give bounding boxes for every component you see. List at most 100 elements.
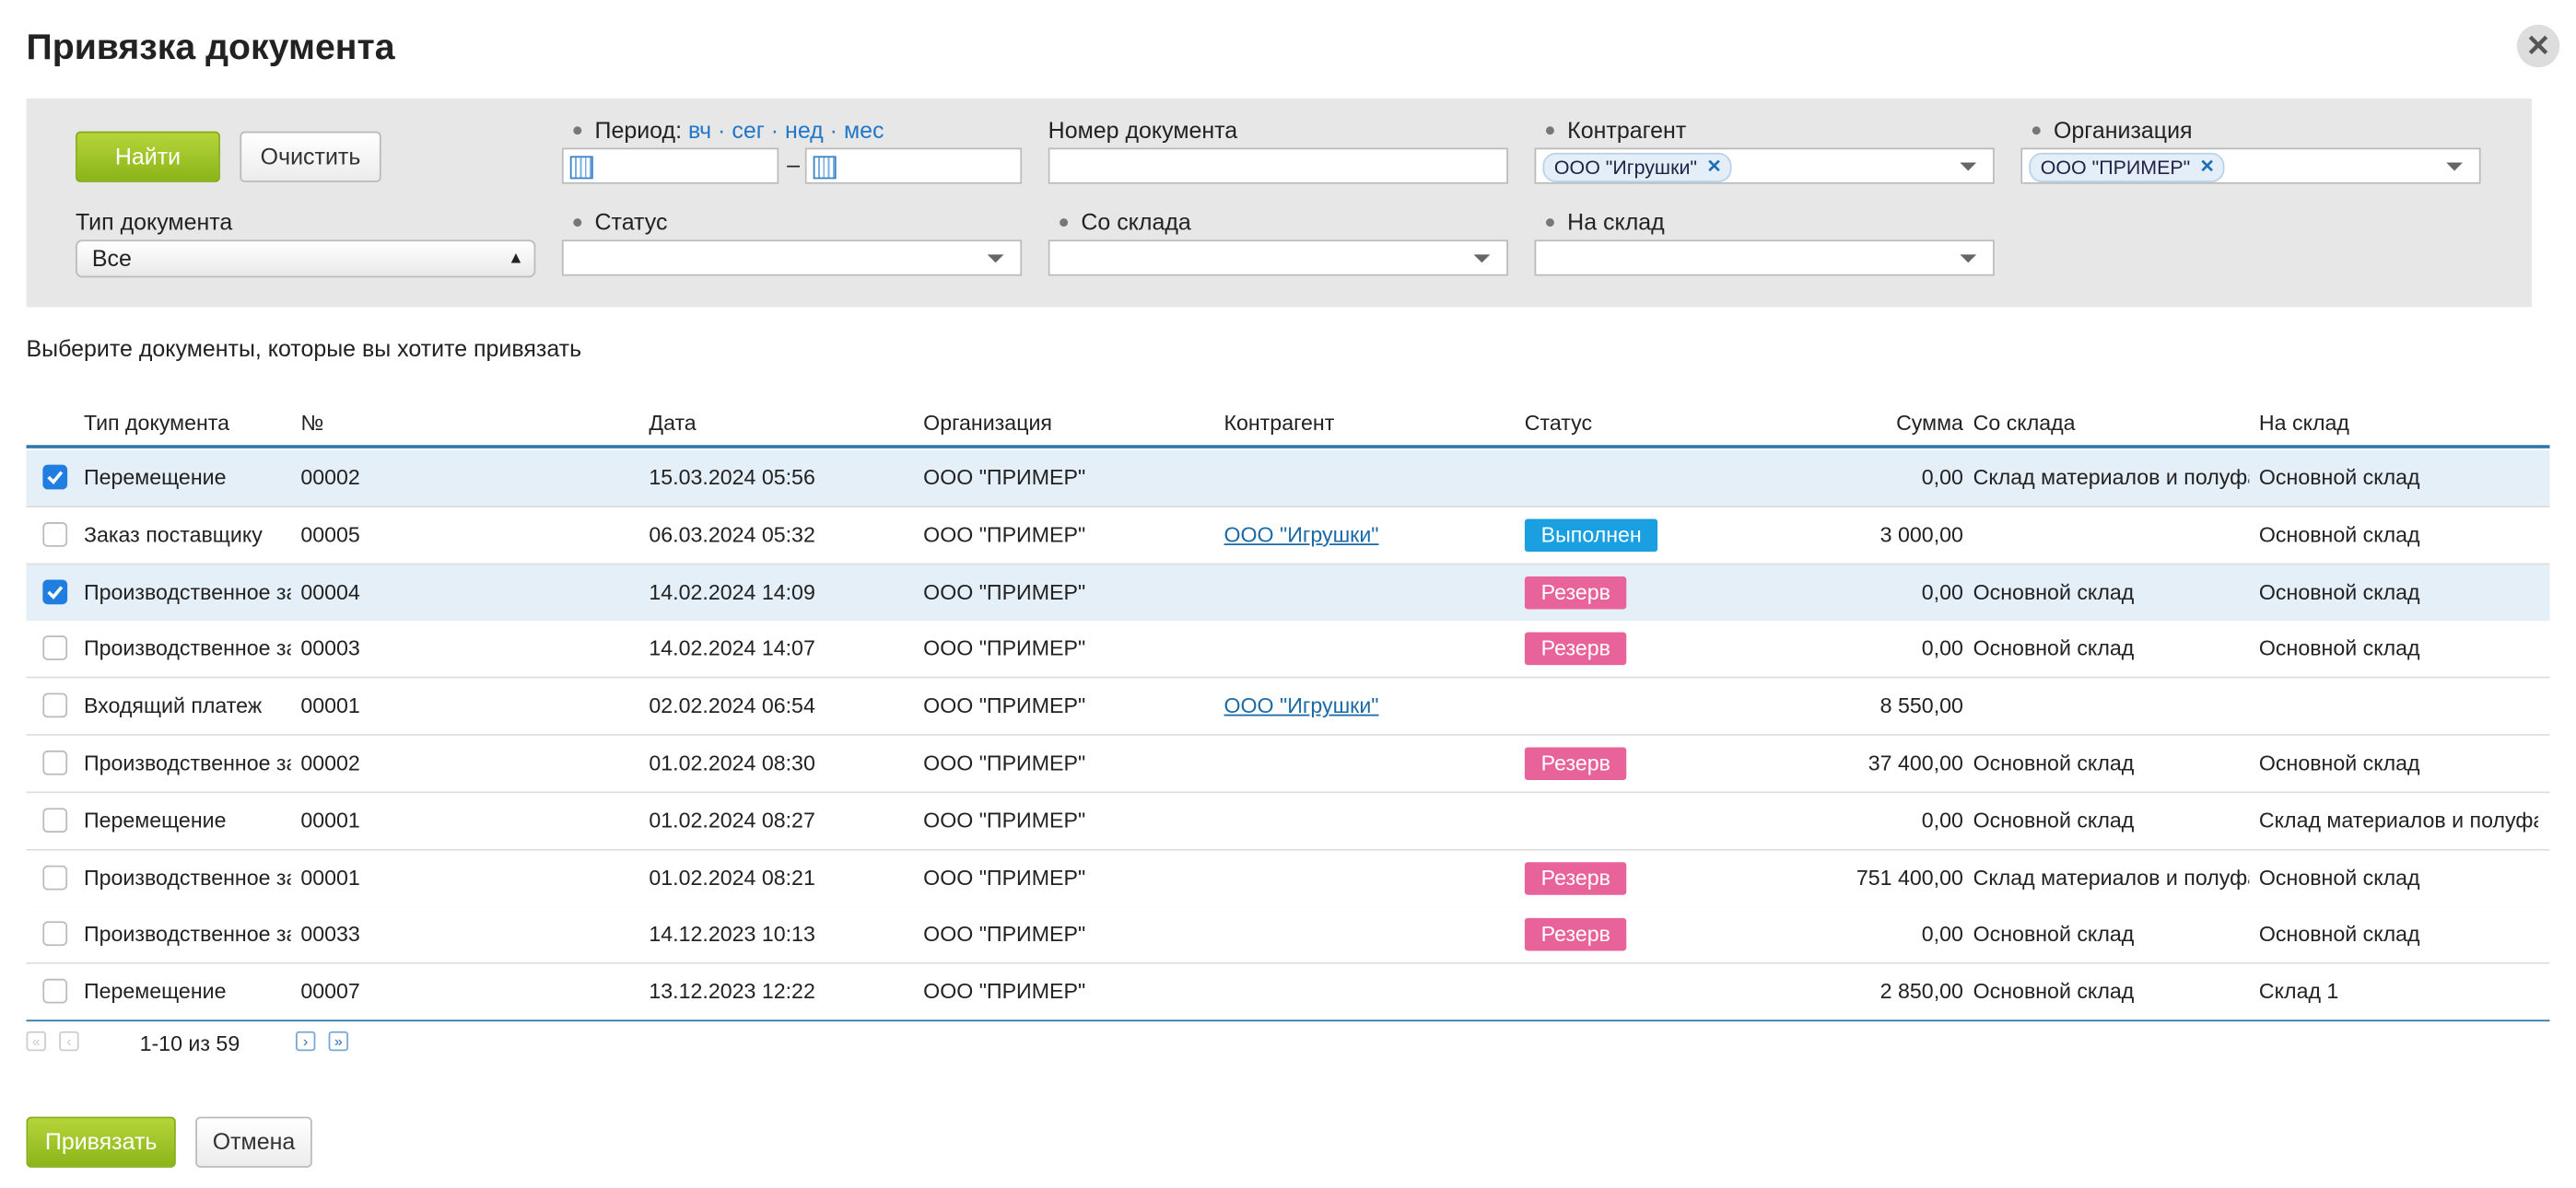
table-cell: Основной склад: [1973, 979, 2135, 1004]
doc-number-input[interactable]: [1048, 147, 1508, 184]
table-row: [26, 792, 2550, 851]
period-link[interactable]: сег: [711, 117, 765, 144]
status-badge: Резерв: [1524, 633, 1627, 666]
period-link[interactable]: мес: [824, 117, 884, 144]
organization-label: Организация: [2054, 116, 2193, 144]
column-header: Сумма: [1896, 410, 1963, 436]
status-cell: Резерв: [1524, 861, 1627, 895]
bind-button[interactable]: Привязать: [26, 1116, 176, 1168]
table-cell: ООО "ПРИМЕР": [923, 635, 1086, 661]
table-cell: 2 850,00: [1879, 979, 1963, 1004]
table-cell: ООО "ПРИМЕР": [923, 693, 1086, 718]
status-label: Статус: [594, 208, 668, 235]
doc-type-label: Тип документа: [76, 208, 233, 235]
status-badge: Резерв: [1524, 747, 1627, 781]
status-badge: Резерв: [1524, 861, 1627, 895]
table-cell: Заказ поставщику: [83, 521, 263, 547]
period-link[interactable]: вч: [687, 116, 712, 144]
table-cell: 00001: [300, 693, 360, 718]
table-cell: 8 550,00: [1879, 693, 1963, 718]
column-header: На склад: [2258, 410, 2349, 436]
table-cell: 00005: [300, 521, 360, 547]
from-warehouse-select[interactable]: [1048, 239, 1508, 276]
row-checkbox[interactable]: [42, 865, 68, 890]
table-cell: 0,00: [1921, 464, 1963, 490]
to-warehouse-label: На склад: [1567, 208, 1665, 235]
table-row: [26, 964, 2550, 1022]
date-from[interactable]: [561, 147, 779, 184]
row-checkbox[interactable]: [42, 979, 68, 1004]
next-page[interactable]: ›: [295, 1031, 316, 1052]
close-button[interactable]: ✕: [2516, 24, 2560, 68]
table-cell: Перемещение: [83, 464, 227, 490]
table-cell: 01.02.2024 08:21: [649, 865, 815, 890]
table-cell: Склад материалов и полуфабрикатов: [1973, 865, 2250, 890]
period-links: вчсегнедмес: [688, 117, 884, 144]
counterparty-link[interactable]: ООО "Игрушки": [1224, 693, 1379, 718]
row-checkbox[interactable]: [42, 578, 68, 604]
table-row: [26, 907, 2550, 965]
table-row: [26, 564, 2550, 623]
table-cell: Производственное задание: [83, 750, 291, 775]
table-row: [26, 507, 2550, 565]
table-cell: ООО "ПРИМЕР": [923, 979, 1086, 1004]
table-cell: 02.02.2024 06:54: [649, 693, 815, 718]
counterparty-select[interactable]: ООО "Игрушки": [1534, 147, 1995, 184]
row-checkbox[interactable]: [42, 635, 68, 661]
table-cell: ООО "ПРИМЕР": [923, 807, 1086, 833]
table-cell: 06.03.2024 05:32: [649, 521, 815, 547]
period-link[interactable]: нед: [765, 117, 824, 144]
column-header: Статус: [1524, 410, 1593, 436]
table-cell: Основной склад: [1973, 922, 2135, 947]
status-badge: Резерв: [1524, 918, 1627, 952]
table-cell: Склад материалов и полуфабрикатов: [1973, 464, 2250, 490]
column-header: Тип документа: [83, 410, 230, 436]
cancel-button[interactable]: Отмена: [195, 1116, 312, 1168]
last-page[interactable]: »: [328, 1031, 349, 1052]
table-cell: 15.03.2024 05:56: [649, 464, 815, 490]
table-cell: Основной склад: [2258, 750, 2420, 775]
from-warehouse-label: Со склада: [1081, 208, 1191, 235]
counterparty-tag[interactable]: ООО "Игрушки": [1542, 152, 1732, 182]
table-cell: 00004: [300, 578, 360, 604]
doc-type-select[interactable]: Все ▲: [76, 239, 536, 278]
table-cell: 00003: [300, 635, 360, 661]
table-cell: 13.12.2023 12:22: [649, 979, 815, 1004]
row-checkbox[interactable]: [42, 807, 68, 833]
row-checkbox[interactable]: [42, 521, 68, 547]
row-checkbox[interactable]: [42, 464, 68, 490]
table-cell: ООО "ПРИМЕР": [923, 578, 1086, 604]
row-checkbox[interactable]: [42, 922, 68, 947]
table-cell: Основной склад: [2258, 922, 2420, 947]
status-select[interactable]: [561, 239, 1023, 276]
organization-select[interactable]: ООО "ПРИМЕР": [2020, 147, 2481, 184]
status-cell: Выполнен: [1524, 518, 1658, 552]
row-checkbox[interactable]: [42, 750, 68, 775]
counterparty-link[interactable]: ООО "Игрушки": [1224, 521, 1379, 547]
table-cell: Основной склад: [1973, 807, 2135, 833]
row-checkbox[interactable]: [42, 693, 68, 718]
table-cell: Склад материалов и полуфабрикатов: [2258, 807, 2538, 833]
column-header: Контрагент: [1224, 410, 1335, 436]
date-to[interactable]: [804, 147, 1023, 184]
table-cell: 01.02.2024 08:27: [649, 807, 815, 833]
status-cell: Резерв: [1524, 918, 1627, 952]
table-cell: ООО "ПРИМЕР": [923, 521, 1086, 547]
table-cell: 00007: [300, 979, 360, 1004]
table-cell: Основной склад: [1973, 635, 2135, 661]
table-cell: ООО "ПРИМЕР": [923, 750, 1086, 775]
status-cell: Резерв: [1524, 633, 1627, 666]
table-cell: 14.12.2023 10:13: [649, 922, 815, 947]
find-button[interactable]: Найти: [76, 131, 220, 182]
table-cell: Основной склад: [2258, 635, 2420, 661]
clear-button[interactable]: Очистить: [240, 131, 381, 182]
to-warehouse-select[interactable]: [1534, 239, 1995, 276]
organization-tag[interactable]: ООО "ПРИМЕР": [2029, 152, 2225, 182]
instruction: Выберите документы, которые вы хотите пр…: [26, 334, 582, 362]
dialog-title: Привязка документа: [26, 26, 395, 68]
table-cell: 01.02.2024 08:30: [649, 750, 815, 775]
table-cell: Производственное задание: [83, 865, 291, 890]
column-header: Со склада: [1973, 410, 2076, 436]
